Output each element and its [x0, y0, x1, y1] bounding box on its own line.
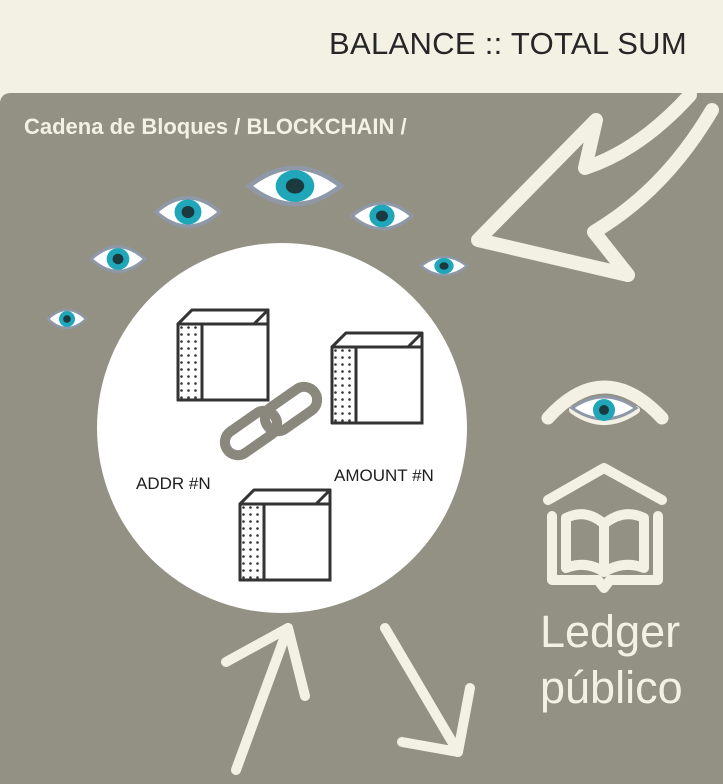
- amount-label: AMOUNT #N: [334, 466, 434, 485]
- ledger-line-2: público: [540, 662, 683, 713]
- eye-icon: [249, 168, 341, 204]
- page-title: BALANCE :: TOTAL SUM: [328, 26, 687, 61]
- cube-block-icon: [176, 308, 270, 402]
- addr-label: ADDR #N: [136, 474, 211, 493]
- eye-icon: [156, 198, 220, 227]
- ledger-title: Ledger público: [540, 604, 683, 716]
- arrow-icon: [221, 623, 310, 775]
- cube-block-icon: [238, 488, 332, 582]
- open-book-icon: [543, 463, 667, 593]
- eye-icon: [421, 257, 467, 275]
- ledger-line-1: Ledger: [540, 606, 681, 657]
- arrow-icon: [471, 88, 719, 282]
- eye-icon: [91, 247, 145, 272]
- arrow-icon: [380, 623, 475, 757]
- breadcrumb: Cadena de Bloques / BLOCKCHAIN /: [24, 114, 407, 139]
- chain-link-icon: [219, 381, 323, 461]
- eye-icon: [352, 203, 412, 229]
- cube-block-icon: [330, 331, 424, 425]
- eye-icon: [541, 380, 669, 425]
- header: BALANCE :: TOTAL SUM: [0, 0, 723, 92]
- eye-icon: [48, 310, 86, 328]
